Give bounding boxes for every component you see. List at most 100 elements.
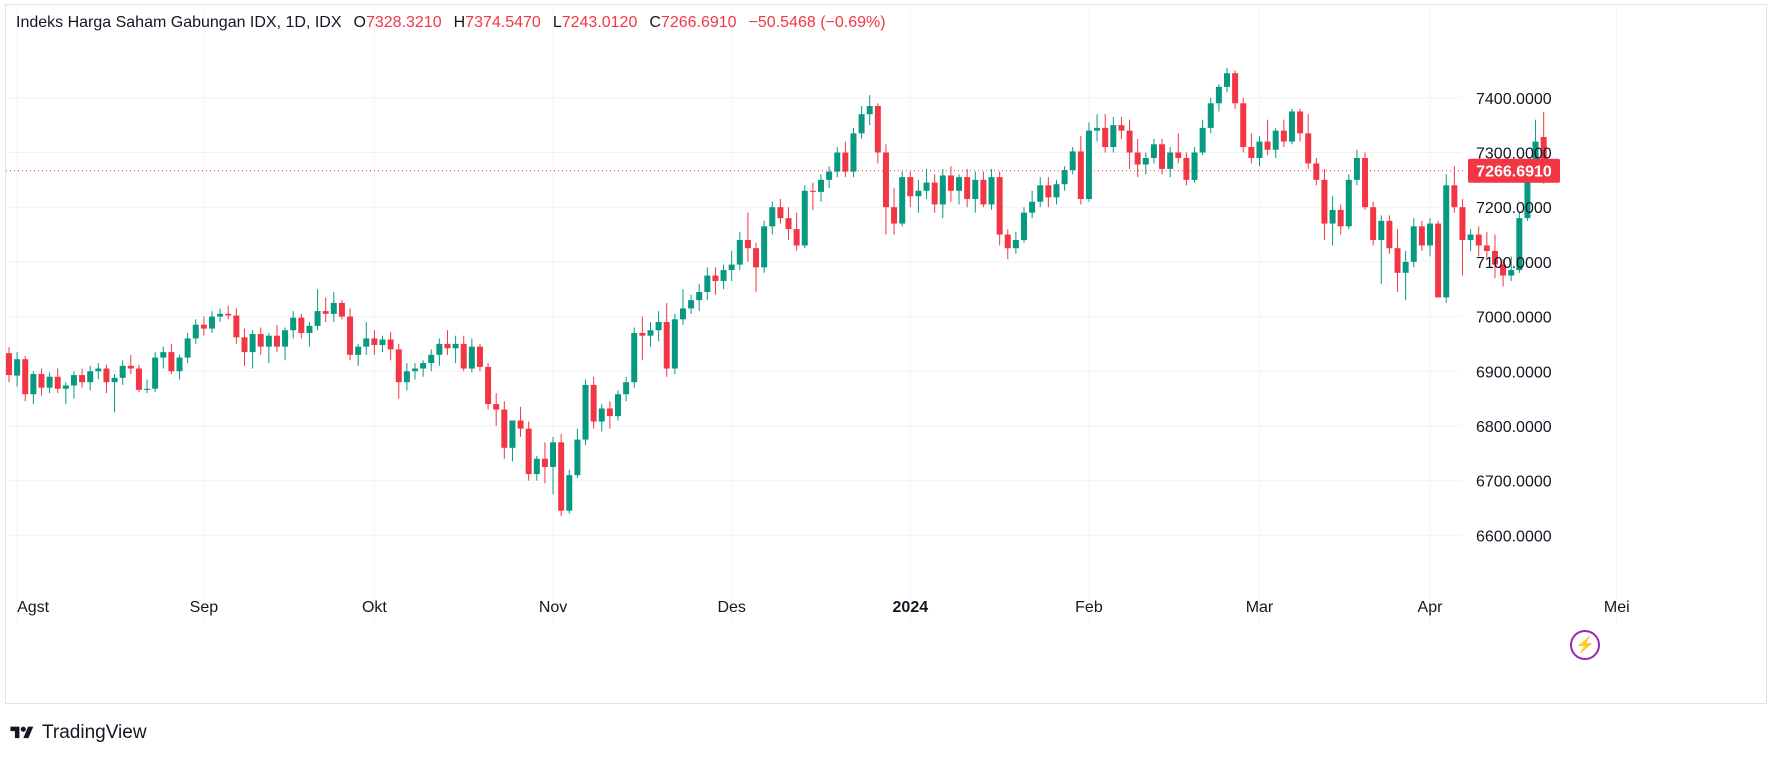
- candle: [249, 330, 256, 369]
- candle-body: [509, 420, 516, 448]
- high-value: 7374.5470: [465, 14, 541, 31]
- candle: [428, 349, 435, 372]
- candle-body: [249, 334, 256, 353]
- candle-body: [95, 368, 102, 372]
- candle: [590, 376, 597, 429]
- candle: [70, 371, 77, 399]
- tradingview-branding[interactable]: TradingView: [8, 722, 147, 744]
- candle-body: [964, 177, 971, 199]
- x-tick-label: Mar: [1246, 599, 1274, 616]
- candle: [1329, 196, 1336, 246]
- candle: [152, 352, 159, 393]
- candle: [980, 171, 987, 208]
- candle-body: [1159, 144, 1166, 169]
- symbol-title[interactable]: Indeks Harga Saham Gabungan IDX, 1D, IDX: [16, 14, 342, 31]
- close-value: 7266.6910: [660, 14, 737, 31]
- candle: [915, 179, 922, 213]
- y-tick-label: 6800.0000: [1476, 419, 1552, 436]
- candle: [395, 343, 402, 399]
- candle: [1370, 201, 1377, 246]
- candle-body: [233, 315, 240, 338]
- candle: [379, 335, 386, 353]
- price-chart[interactable]: 7266.6910 7400.0000 7300.0000 7200.0000 710…: [6, 5, 1768, 705]
- candle: [1183, 152, 1190, 186]
- candle-body: [615, 394, 621, 417]
- candle-body: [1491, 250, 1498, 265]
- candle: [907, 171, 914, 208]
- lightning-icon[interactable]: ⚡: [1570, 630, 1600, 660]
- branding-text: TradingView: [42, 722, 147, 743]
- candle-body: [501, 409, 508, 448]
- candle: [485, 363, 492, 410]
- candle-body: [111, 377, 118, 383]
- candle: [533, 456, 540, 481]
- low-label: L: [552, 14, 562, 31]
- candle-body: [1540, 137, 1547, 171]
- open-value: 7328.3210: [365, 14, 442, 31]
- candle: [671, 313, 678, 374]
- candle: [1305, 114, 1312, 169]
- candle-body: [168, 352, 175, 372]
- candle-body: [566, 475, 573, 511]
- candle: [842, 141, 849, 178]
- candle: [558, 434, 565, 517]
- candle: [79, 368, 86, 388]
- candle-body: [980, 179, 987, 205]
- candle-body: [1102, 127, 1109, 148]
- x-tick-label: Apr: [1418, 599, 1444, 616]
- candle-body: [209, 316, 215, 329]
- candle-body: [761, 226, 768, 268]
- candle: [834, 147, 841, 178]
- candle-body: [452, 343, 459, 349]
- candle: [233, 308, 240, 344]
- candle: [257, 327, 264, 355]
- candle: [1337, 204, 1344, 235]
- candle: [964, 168, 971, 208]
- candle: [947, 166, 954, 202]
- candle-body: [1280, 130, 1287, 142]
- candle: [273, 324, 280, 353]
- candle: [1362, 152, 1369, 210]
- candle-body: [282, 330, 289, 347]
- candle: [1126, 119, 1133, 169]
- candle: [452, 335, 459, 364]
- candle: [1378, 215, 1385, 284]
- candle-body: [1508, 270, 1515, 276]
- candle: [1110, 116, 1117, 153]
- candle-body: [22, 359, 29, 395]
- candle-body: [688, 300, 695, 309]
- candle: [631, 327, 638, 388]
- candle: [1094, 114, 1101, 142]
- candle-body: [70, 375, 77, 386]
- candle: [1491, 234, 1498, 279]
- candle: [736, 231, 743, 271]
- candle: [996, 171, 1003, 246]
- candle: [119, 360, 126, 385]
- y-tick-label: 6600.0000: [1476, 528, 1552, 545]
- candle-body: [598, 408, 605, 422]
- candle-body: [468, 346, 475, 369]
- candle-body: [6, 353, 12, 376]
- candle: [525, 421, 532, 481]
- candle-body: [988, 177, 995, 205]
- chart-frame[interactable]: 7266.6910 7400.0000 7300.0000 7200.0000 710…: [5, 4, 1767, 704]
- candle-body: [152, 357, 159, 389]
- candle-body: [14, 359, 21, 376]
- candle: [1248, 133, 1255, 164]
- candle-body: [606, 408, 613, 417]
- candle-body: [1191, 152, 1198, 180]
- candle-body: [533, 458, 540, 475]
- candle-body: [777, 207, 784, 219]
- candle-body: [720, 270, 727, 282]
- candle: [1467, 229, 1474, 251]
- candle-body: [54, 376, 61, 389]
- candle-body: [541, 458, 548, 467]
- candle: [144, 379, 151, 394]
- candle: [1012, 231, 1019, 254]
- candle-body: [769, 207, 776, 227]
- candle-body: [850, 133, 857, 172]
- candle-body: [996, 177, 1003, 235]
- candle: [509, 420, 516, 462]
- x-axis: AgstSepOktNovDes2024FebMarAprMeiJun: [17, 599, 1630, 616]
- candle-body: [1248, 147, 1255, 158]
